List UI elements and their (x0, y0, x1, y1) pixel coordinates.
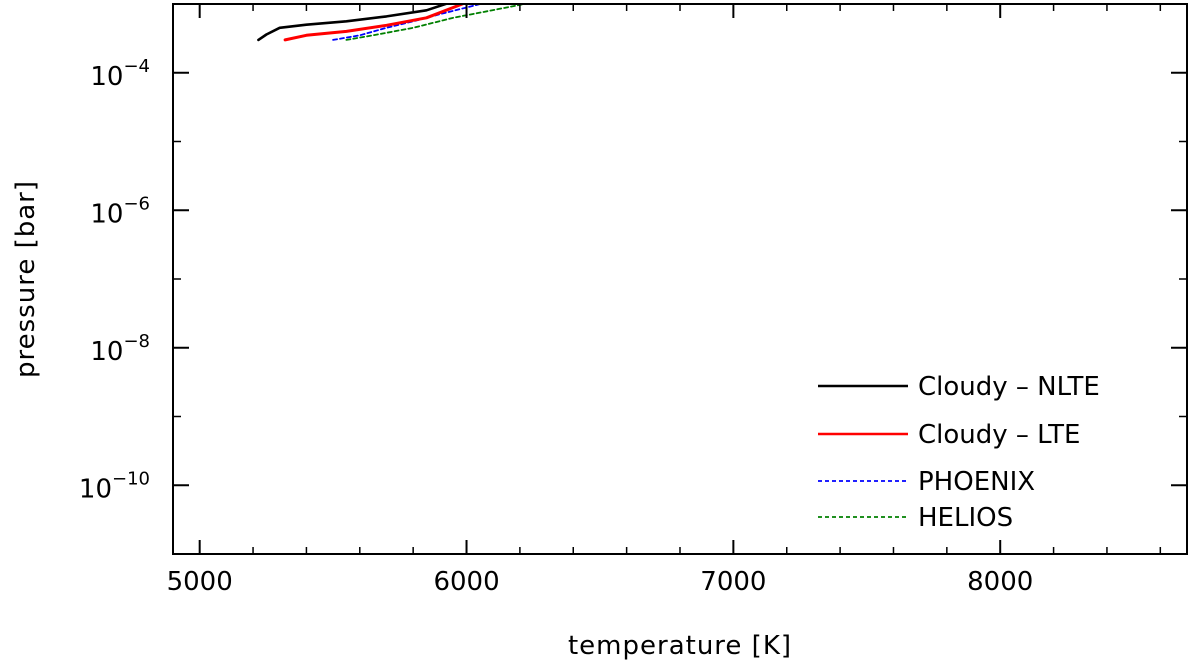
legend-label: PHOENIX (918, 467, 1035, 497)
y-tick-exponent: −8 (123, 331, 150, 352)
x-tick-label: 6000 (433, 567, 499, 597)
x-axis-title: temperature [K] (568, 631, 792, 661)
legend: Cloudy – NLTE Cloudy – LTE PHOENIX HELIOS (818, 372, 1100, 533)
series-line-helios (345, 4, 530, 41)
legend-label: HELIOS (918, 503, 1013, 533)
y-tick-label: 10−8 (90, 331, 150, 367)
series-layer (257, 4, 530, 42)
x-tick-label: 7000 (700, 567, 766, 597)
x-tick-label: 8000 (967, 567, 1033, 597)
y-tick-base: 10 (90, 199, 123, 229)
x-tick-label: 5000 (167, 567, 233, 597)
y-tick-label: 10−10 (79, 468, 150, 504)
series-line-cloudy-lte (283, 4, 467, 42)
y-tick-base: 10 (90, 62, 123, 92)
legend-label: Cloudy – NLTE (918, 372, 1100, 402)
legend-label: Cloudy – LTE (918, 420, 1080, 450)
y-tick-exponent: −6 (123, 193, 150, 214)
y-tick-base: 10 (79, 474, 112, 504)
y-tick-label: 10−6 (90, 193, 150, 229)
y-tick-exponent: −10 (112, 468, 150, 489)
series-line-phoenix (332, 4, 484, 41)
y-tick-exponent: −4 (123, 56, 150, 77)
y-tick-label: 10−4 (90, 56, 150, 92)
x-axis: 5000 6000 7000 8000 (167, 4, 1162, 597)
y-tick-base: 10 (90, 337, 123, 367)
series-line-cloudy-nlte (257, 4, 450, 42)
y-axis-title: pressure [bar] (11, 180, 41, 378)
